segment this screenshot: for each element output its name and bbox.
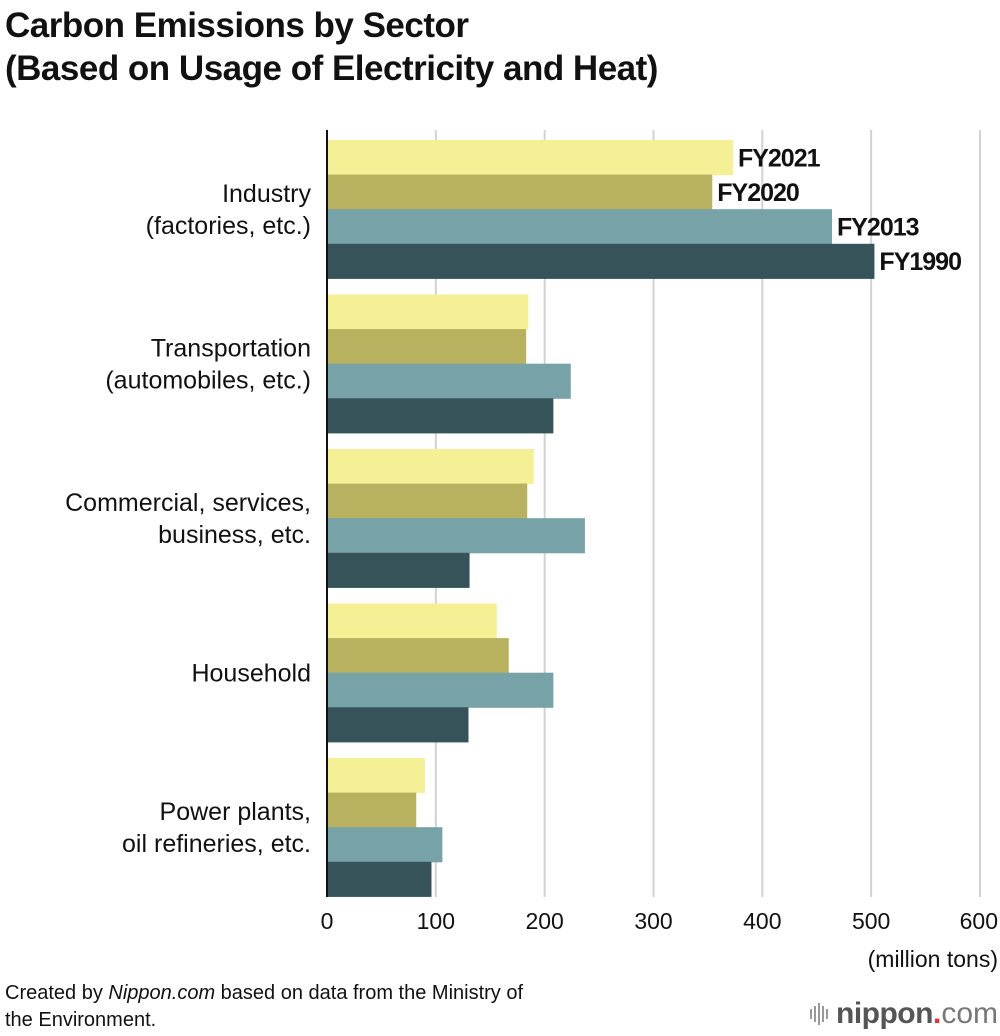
- bar-fy2021-0: [327, 140, 733, 176]
- chart-title: Carbon Emissions by Sector (Based on Usa…: [5, 4, 658, 90]
- bar-fy1990-1: [327, 398, 554, 434]
- category-label: Transportation: [151, 335, 311, 363]
- bar-fy2020-4: [327, 792, 417, 828]
- bar-fy2020-3: [327, 638, 509, 674]
- x-axis-unit-label: (million tons): [868, 946, 998, 972]
- logo-bars-icon: [810, 1003, 828, 1025]
- bar-fy2013-2: [327, 518, 585, 554]
- category-label: (factories, etc.): [146, 212, 311, 240]
- legend-label-fy2013: FY2013: [837, 214, 919, 242]
- category-label: Power plants,: [160, 798, 311, 826]
- legend-label-fy2021: FY2021: [738, 144, 821, 172]
- source-line-2: the Environment.: [5, 1009, 157, 1031]
- x-tick-label: 400: [743, 908, 781, 934]
- bar-fy2013-4: [327, 827, 443, 863]
- bars: [327, 140, 875, 897]
- category-label: oil refineries, etc.: [122, 830, 311, 858]
- bar-fy2020-2: [327, 483, 528, 519]
- x-tick-label: 0: [321, 908, 334, 934]
- bar-fy1990-0: [327, 243, 875, 279]
- x-tick-labels: 0 100 200 300 400 500 600: [321, 908, 998, 934]
- logo-brand: nippon: [836, 997, 933, 1030]
- bar-chart: Industry (factories, etc.) Transportation (…: [65, 130, 998, 972]
- x-tick-label: 300: [634, 908, 672, 934]
- category-label: business, etc.: [158, 521, 311, 549]
- x-tick-label: 200: [525, 908, 563, 934]
- source-prefix: Created by: [5, 982, 109, 1004]
- title-line-1: Carbon Emissions by Sector: [5, 6, 469, 45]
- title-line-2: (Based on Usage of Electricity and Heat): [5, 49, 658, 88]
- x-tick-label: 600: [960, 908, 998, 934]
- bar-fy1990-3: [327, 707, 469, 743]
- category-label: Household: [191, 660, 311, 688]
- category-label: Industry: [222, 180, 311, 208]
- category-label: Commercial, services,: [65, 489, 311, 517]
- nippon-logo: nippon. com: [810, 997, 998, 1031]
- source-suffix: based on data from the Ministry of: [215, 982, 524, 1004]
- bar-fy2021-2: [327, 449, 534, 485]
- legend-label-fy2020: FY2020: [717, 179, 799, 207]
- bar-fy1990-4: [327, 861, 432, 897]
- x-tick-label: 500: [852, 908, 890, 934]
- category-labels: Industry (factories, etc.) Transportation (…: [65, 180, 311, 858]
- bar-fy2020-1: [327, 329, 527, 365]
- bar-fy2021-4: [327, 758, 425, 794]
- category-label: (automobiles, etc.): [105, 367, 311, 395]
- x-tick-label: 100: [417, 908, 455, 934]
- source-note: Created by Nippon.com based on data from…: [5, 980, 523, 1034]
- bar-fy2013-1: [327, 363, 571, 399]
- logo-tld: com: [941, 997, 998, 1030]
- bar-fy2013-0: [327, 209, 832, 245]
- legend: FY2021 FY2020 FY2013 FY1990: [717, 144, 962, 276]
- source-brand: Nippon.com: [108, 982, 216, 1004]
- bar-fy2013-3: [327, 672, 554, 708]
- bar-fy2021-3: [327, 603, 497, 639]
- legend-label-fy1990: FY1990: [879, 248, 961, 276]
- bar-fy1990-2: [327, 552, 470, 588]
- logo-dot: .: [932, 997, 942, 1030]
- bar-fy2021-1: [327, 294, 529, 330]
- bar-fy2020-0: [327, 174, 713, 210]
